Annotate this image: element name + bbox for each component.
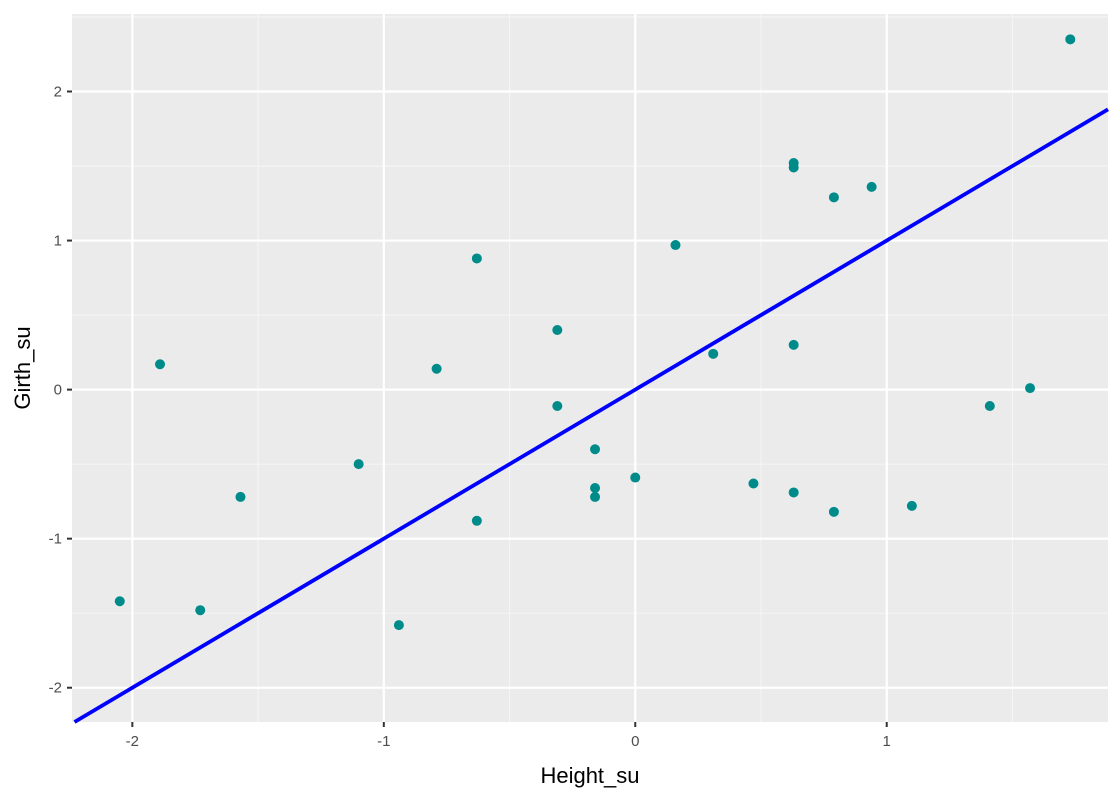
- points-layer: [114, 34, 1076, 631]
- data-point: [353, 459, 364, 470]
- data-point: [235, 491, 246, 502]
- data-point: [431, 363, 442, 374]
- data-point: [590, 444, 601, 455]
- data-point: [788, 339, 799, 350]
- data-point: [828, 506, 839, 517]
- data-point: [748, 478, 759, 489]
- data-point: [670, 240, 681, 251]
- regression-line: [73, 107, 1109, 724]
- minor-gridlines: [72, 14, 1108, 722]
- data-point: [828, 192, 839, 203]
- data-point: [984, 401, 995, 412]
- fit-line-layer: [73, 107, 1109, 724]
- data-point: [471, 253, 482, 264]
- data-point: [1065, 34, 1076, 45]
- data-point: [708, 348, 719, 359]
- data-point: [552, 324, 563, 335]
- data-point: [590, 482, 601, 493]
- x-axis: -2 -1 0 1: [126, 722, 891, 750]
- y-tick-label: -1: [49, 531, 62, 548]
- data-point: [590, 491, 601, 502]
- x-tick-label: 0: [631, 733, 639, 750]
- data-point: [906, 500, 917, 511]
- x-tick-label: -1: [377, 733, 390, 750]
- data-point: [114, 596, 125, 607]
- data-point: [393, 620, 404, 631]
- x-axis-title: Height_su: [540, 763, 639, 788]
- y-tick-label: 2: [54, 84, 62, 101]
- major-gridlines: [72, 14, 1108, 722]
- data-point: [630, 472, 641, 483]
- data-point: [788, 162, 799, 173]
- data-point: [552, 401, 563, 412]
- data-point: [866, 181, 877, 192]
- x-tick-label: 1: [883, 733, 891, 750]
- data-point: [788, 487, 799, 498]
- plot-panel: [72, 14, 1108, 722]
- y-tick-label: 1: [54, 233, 62, 250]
- x-tick-label: -2: [126, 733, 139, 750]
- data-point: [471, 515, 482, 526]
- data-point: [1025, 383, 1036, 394]
- y-axis-title: Girth_su: [10, 326, 35, 409]
- data-point: [155, 359, 166, 370]
- y-axis: -2 -1 0 1 2: [49, 84, 72, 697]
- data-point: [195, 605, 206, 616]
- y-tick-label: -2: [49, 680, 62, 697]
- y-tick-label: 0: [54, 382, 62, 399]
